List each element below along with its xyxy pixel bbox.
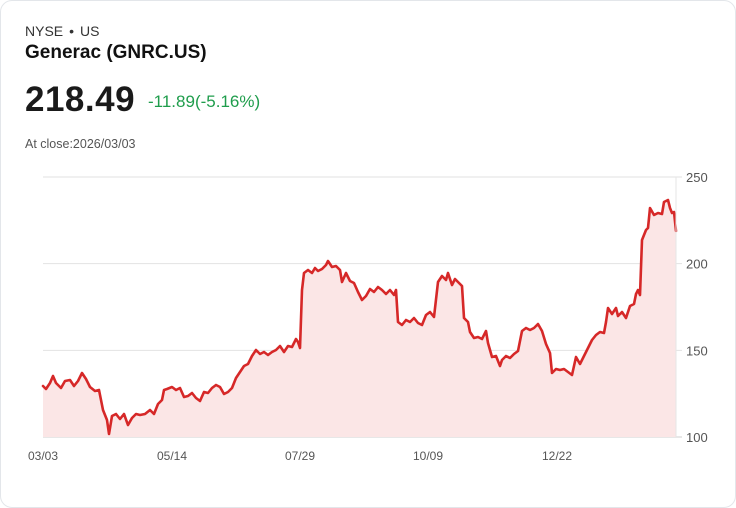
close-timestamp: At close:2026/03/03: [25, 137, 136, 151]
price-line: [41, 198, 678, 436]
current-price: 218.49: [25, 80, 136, 119]
exchange-name: NYSE: [25, 23, 64, 39]
price-change: -11.89(-5.16%): [148, 92, 261, 111]
y-tick-label: 150: [686, 343, 708, 358]
x-tick-label: 03/03: [28, 449, 58, 463]
y-tick-label: 250: [686, 170, 708, 185]
exchange-line: NYSE • US: [25, 23, 99, 39]
x-axis-labels: 03/03 05/14 07/29 10/09 12/22: [28, 449, 572, 463]
price-area-fill: [43, 200, 676, 437]
y-tick-label: 200: [686, 257, 708, 272]
y-axis-labels: 100 150 200 250: [686, 170, 708, 445]
x-tick-label: 05/14: [157, 449, 187, 463]
stock-title: Generac (GNRC.US): [25, 42, 207, 63]
country: US: [80, 23, 100, 39]
separator-dot: •: [69, 23, 75, 39]
x-tick-label: 10/09: [413, 449, 443, 463]
x-tick-label: 12/22: [542, 449, 572, 463]
y-tick-label: 100: [686, 430, 708, 445]
x-tick-label: 07/29: [285, 449, 315, 463]
